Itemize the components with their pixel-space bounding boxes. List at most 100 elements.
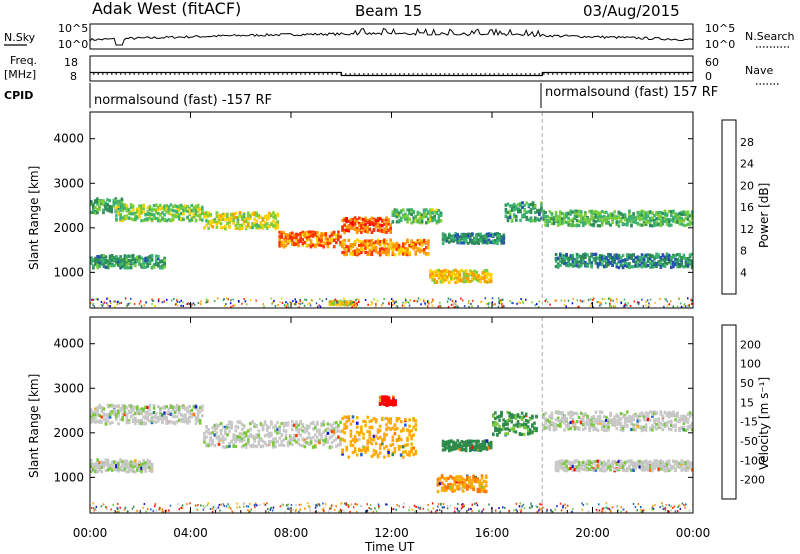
heatmap-cell <box>666 304 669 307</box>
heatmap-cell <box>500 235 503 240</box>
heatmap-cell <box>315 302 318 305</box>
heatmap-cell <box>255 299 257 302</box>
heatmap-cell <box>225 303 227 306</box>
heatmap-cell <box>461 489 465 493</box>
heatmap-cell <box>120 200 124 205</box>
heatmap-cell <box>291 420 294 424</box>
heatmap-cell <box>228 225 231 229</box>
heatmap-cell <box>526 425 530 429</box>
heatmap-cell <box>672 265 675 269</box>
heatmap-cell <box>374 441 378 446</box>
heatmap-cell <box>343 223 346 227</box>
heatmap-cell <box>230 424 233 428</box>
heatmap-cell <box>136 464 139 468</box>
heatmap-cell <box>110 460 114 464</box>
heatmap-cell <box>634 216 637 220</box>
heatmap-cell <box>278 425 281 429</box>
heatmap-cell <box>106 459 110 463</box>
heatmap-cell <box>108 415 112 419</box>
heatmap-cell <box>237 300 240 302</box>
heatmap-cell <box>194 406 198 411</box>
heatmap-cell <box>129 468 133 472</box>
heatmap-cell <box>192 405 196 409</box>
heatmap-cell <box>90 408 93 412</box>
heatmap-cell <box>608 297 610 300</box>
heatmap-cell <box>489 279 493 283</box>
heatmap-cell <box>161 416 164 420</box>
heatmap-cell <box>449 482 452 486</box>
heatmap-cell <box>154 210 158 215</box>
heatmap-cell <box>478 479 482 483</box>
heatmap-cell <box>351 305 353 308</box>
heatmap-cell <box>690 261 694 265</box>
heatmap-cell <box>663 216 667 220</box>
heatmap-cell <box>247 442 250 446</box>
heatmap-cell <box>518 415 522 419</box>
heatmap-cell <box>129 212 133 216</box>
heatmap-cell <box>311 243 315 247</box>
heatmap-cell <box>342 302 345 305</box>
heatmap-cell <box>184 413 187 417</box>
colorbar-tick-label: 8 <box>740 245 747 258</box>
heatmap-cell <box>138 460 141 464</box>
heatmap-cell <box>381 395 384 399</box>
heatmap-cell <box>368 219 372 223</box>
heatmap-cell <box>297 432 300 436</box>
heatmap-cell <box>157 264 160 268</box>
heatmap-cell <box>402 215 405 219</box>
heatmap-cell <box>394 400 397 404</box>
heatmap-cell <box>516 421 520 425</box>
heatmap-cell <box>104 420 108 424</box>
heatmap-cell <box>96 461 99 465</box>
heatmap-cell <box>314 445 317 449</box>
heatmap-cell <box>443 448 447 452</box>
heatmap-cell <box>571 302 574 305</box>
heatmap-cell <box>522 420 526 425</box>
heatmap-cell <box>435 219 439 223</box>
heatmap-cell <box>431 272 434 276</box>
heatmap-cell <box>623 213 627 217</box>
heatmap-cell <box>381 417 384 422</box>
heatmap-cell <box>203 437 206 441</box>
heatmap-cell <box>259 221 263 225</box>
heatmap-cell <box>253 211 256 215</box>
heatmap-cell <box>661 216 665 220</box>
heatmap-cell <box>319 305 322 308</box>
heatmap-cell <box>510 208 514 212</box>
heatmap-cell <box>556 264 560 268</box>
heatmap-cell <box>322 439 325 443</box>
heatmap-cell <box>368 419 372 424</box>
heatmap-cell <box>311 427 315 431</box>
heatmap-cell <box>341 226 344 230</box>
heatmap-cell <box>123 257 127 261</box>
heatmap-cell <box>506 216 510 220</box>
heatmap-cell <box>619 260 623 264</box>
heatmap-cell <box>146 217 150 221</box>
heatmap-cell <box>469 237 472 241</box>
heatmap-cell <box>451 487 454 492</box>
power-y-axis-label: Slant Range [km] <box>27 166 41 270</box>
heatmap-cell <box>383 446 386 450</box>
heatmap-cell <box>123 260 127 264</box>
heatmap-cell <box>494 411 497 415</box>
heatmap-cell <box>663 258 667 263</box>
heatmap-cell <box>332 432 336 436</box>
heatmap-cell <box>443 483 446 488</box>
heatmap-cell <box>526 428 530 433</box>
heatmap-cell <box>223 304 226 307</box>
heatmap-cell <box>451 485 454 489</box>
heatmap-cell <box>397 218 401 223</box>
heatmap-cell <box>385 220 388 224</box>
heatmap-cell <box>330 434 334 438</box>
heatmap-cell <box>383 230 386 234</box>
heatmap-cell <box>285 305 288 308</box>
heatmap-cell <box>219 222 223 226</box>
heatmap-cell <box>625 304 627 307</box>
heatmap-cell <box>466 241 470 245</box>
heatmap-cell <box>169 412 173 416</box>
heatmap-cell <box>351 242 355 247</box>
heatmap-cell <box>244 217 248 221</box>
heatmap-cell <box>240 432 244 436</box>
heatmap-cell <box>253 422 256 426</box>
heatmap-cell <box>318 432 321 436</box>
